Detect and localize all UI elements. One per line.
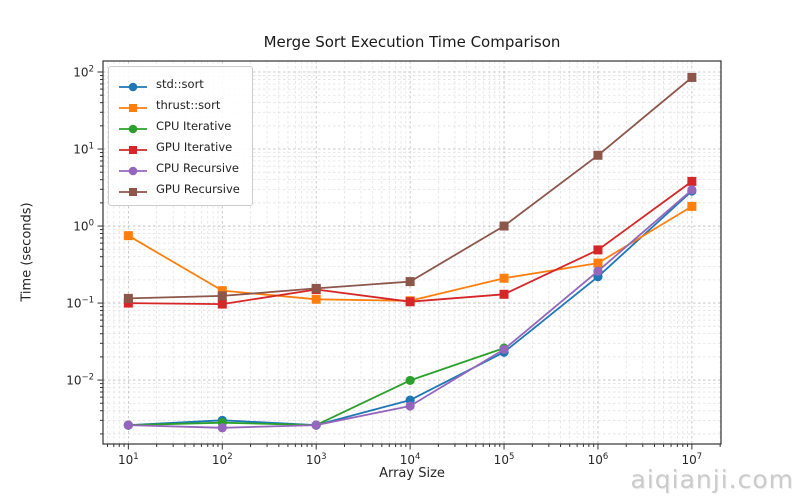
legend-label: GPU Iterative: [156, 139, 233, 154]
x-tick-10e5: 105: [493, 452, 515, 467]
x-tick-10e2: 102: [211, 452, 233, 467]
legend-label: std::sort: [156, 76, 204, 91]
legend-label: GPU Recursive: [156, 181, 240, 196]
legend-label: CPU Iterative: [156, 118, 232, 133]
y-tick-10e2: 102: [73, 64, 94, 80]
legend-label: CPU Recursive: [156, 160, 239, 175]
series-cpu-recursive: [123, 185, 697, 433]
x-tick-10e4: 104: [399, 452, 421, 467]
y-tick-10e0: 100: [73, 218, 94, 234]
square-marker-icon: [118, 99, 148, 112]
y-tick-10e1: 101: [73, 141, 94, 157]
legend-item-std-sort: std::sort: [118, 73, 240, 94]
legend-item-thrust-sort: thrust::sort: [118, 94, 240, 115]
legend-item-gpu-iterative: GPU Iterative: [118, 136, 240, 157]
chart-title: Merge Sort Execution Time Comparison: [263, 33, 561, 51]
series-gpu-recursive: [123, 72, 697, 303]
series-group: [123, 72, 697, 433]
minor-gridlines: [103, 61, 721, 444]
square-marker-icon: [118, 183, 148, 196]
x-tick-10e6: 106: [587, 452, 609, 467]
legend-item-cpu-recursive: CPU Recursive: [118, 157, 240, 178]
circle-marker-icon: [118, 120, 148, 133]
plot-frame: [102, 60, 722, 445]
x-axis-label: Array Size: [379, 466, 445, 481]
square-marker-icon: [118, 141, 148, 154]
y-tick-10e-1: 10−1: [66, 295, 94, 311]
x-tick-10e1: 101: [117, 452, 139, 467]
circle-marker-icon: [118, 162, 148, 175]
x-tick-10e3: 103: [305, 452, 327, 467]
y-tick-10e-2: 10−2: [66, 372, 94, 388]
circle-marker-icon: [118, 78, 148, 91]
legend-item-gpu-recursive: GPU Recursive: [118, 178, 240, 199]
x-tick-10e7: 107: [681, 452, 703, 467]
legend-label: thrust::sort: [156, 97, 221, 112]
legend-item-cpu-iterative: CPU Iterative: [118, 115, 240, 136]
y-axis-label: Time (seconds): [19, 202, 35, 302]
watermark: aiqianji.com: [630, 465, 794, 494]
